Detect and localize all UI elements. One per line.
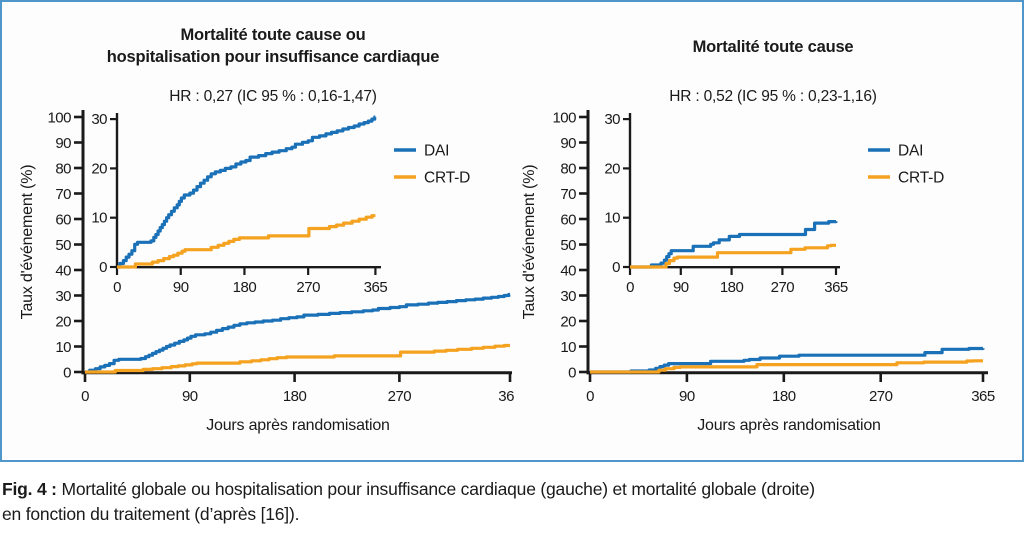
- main-y-tick-label: 90: [55, 135, 71, 152]
- main-y-tick-label: 30: [55, 288, 71, 305]
- inset-x-tick-label: 90: [673, 279, 689, 296]
- figure-box: Mortalité toute cause ou hospitalisation …: [0, 0, 1024, 462]
- panel-title-line-2: hospitalisation pour insuffisance cardia…: [107, 48, 439, 66]
- inset-y-tick-label: 20: [604, 160, 620, 177]
- crt-d-curve-inset: [117, 214, 376, 269]
- x-axis-label: Jours après randomisation: [206, 417, 390, 434]
- main-x-tick-label: 90: [679, 388, 695, 405]
- hazard-ratio-label: HR : 0,27 (IC 95 % : 0,16-1,47): [169, 88, 376, 105]
- main-x-tick-label: 180: [772, 388, 796, 405]
- inset-x-tick-label: 0: [626, 279, 634, 296]
- x-axis-label: Jours après randomisation: [697, 417, 881, 434]
- inset-x-tick-label: 180: [233, 279, 257, 296]
- main-y-tick-label: 30: [560, 288, 576, 305]
- caption-figure-label: Fig. 4 :: [2, 479, 57, 499]
- main-y-tick-label: 70: [560, 186, 576, 203]
- y-axis-label: Taux d'événement (%): [19, 165, 36, 320]
- caption-line-1: Fig. 4 : Mortalité globale ou hospitalis…: [2, 477, 1022, 502]
- main-y-tick-label: 80: [55, 161, 71, 178]
- inset-x-tick-label: 365: [824, 279, 848, 296]
- right-chart: Mortalité toute cause HR : 0,52 (IC 95 % …: [521, 38, 995, 434]
- legend-label-crt-d: CRT-D: [898, 170, 944, 187]
- inset-x-tick-label: 365: [364, 279, 388, 296]
- main-x-tick-label: 270: [388, 388, 412, 405]
- main-y-tick-label: 60: [55, 212, 71, 229]
- inset-y-tick-label: 0: [99, 259, 107, 276]
- caption-text-2: en fonction du traitement (d’après [16])…: [2, 504, 300, 524]
- inset-x-tick-label: 270: [771, 279, 795, 296]
- inset-y-tick-label: 10: [91, 210, 107, 227]
- main-y-tick-label: 20: [560, 314, 576, 331]
- crt-d-curve-main: [85, 343, 510, 374]
- main-x-tick-label: 90: [182, 388, 198, 405]
- dai-curve-main: [590, 346, 985, 374]
- main-x-tick-label: 0: [586, 388, 594, 405]
- inset-x-tick-label: 180: [720, 279, 744, 296]
- inset-y-tick-label: 30: [91, 111, 107, 128]
- panel-title-line-1: Mortalité toute cause ou: [181, 26, 366, 44]
- main-x-tick-label: 180: [283, 388, 307, 405]
- figure-page: Mortalité toute cause ou hospitalisation …: [0, 0, 1024, 527]
- inset-y-tick-label: 20: [91, 160, 107, 177]
- figure-caption: Fig. 4 : Mortalité globale ou hospitalis…: [0, 462, 1024, 527]
- main-y-tick-label: 100: [552, 110, 576, 127]
- main-y-tick-label: 50: [55, 237, 71, 254]
- main-y-tick-label: 0: [568, 365, 576, 382]
- main-y-tick-label: 40: [55, 263, 71, 280]
- legend-label-dai: DAI: [424, 143, 449, 160]
- panel-title: Mortalité toute cause: [693, 38, 854, 56]
- main-x-tick-label: 365: [971, 388, 995, 405]
- main-y-tick-label: 70: [55, 186, 71, 203]
- main-y-tick-label: 40: [560, 263, 576, 280]
- legend-label-crt-d: CRT-D: [424, 170, 470, 187]
- main-y-tick-label: 50: [560, 237, 576, 254]
- y-axis-label: Taux d'événement (%): [521, 165, 538, 320]
- crt-d-curve-inset: [630, 243, 836, 269]
- main-x-tick-label: 365: [498, 388, 514, 405]
- legend-label-dai: DAI: [898, 143, 923, 160]
- main-y-tick-label: 60: [560, 212, 576, 229]
- main-x-tick-label: 270: [869, 388, 893, 405]
- inset-y-tick-label: 10: [604, 210, 620, 227]
- main-x-tick-label: 0: [81, 388, 89, 405]
- inset-x-tick-label: 90: [173, 279, 189, 296]
- main-y-tick-label: 0: [63, 365, 71, 382]
- inset-x-tick-label: 270: [296, 279, 320, 296]
- main-y-tick-label: 90: [560, 135, 576, 152]
- main-y-tick-label: 20: [55, 314, 71, 331]
- dai-curve-main: [85, 292, 511, 374]
- inset-y-tick-label: 30: [604, 111, 620, 128]
- main-y-tick-label: 10: [55, 339, 71, 356]
- left-chart: Mortalité toute cause ou hospitalisation …: [19, 26, 514, 434]
- main-y-tick-label: 100: [47, 110, 71, 127]
- hazard-ratio-label: HR : 0,52 (IC 95 % : 0,23-1,16): [669, 88, 876, 105]
- dai-curve-inset: [630, 220, 838, 269]
- dai-curve-inset: [117, 115, 377, 269]
- inset-y-tick-label: 0: [612, 259, 620, 276]
- main-y-tick-label: 10: [560, 339, 576, 356]
- crt-d-curve-main: [590, 359, 983, 374]
- caption-text-1: Mortalité globale ou hospitalisation pou…: [56, 479, 815, 499]
- inset-x-tick-label: 0: [113, 279, 121, 296]
- main-y-tick-label: 80: [560, 161, 576, 178]
